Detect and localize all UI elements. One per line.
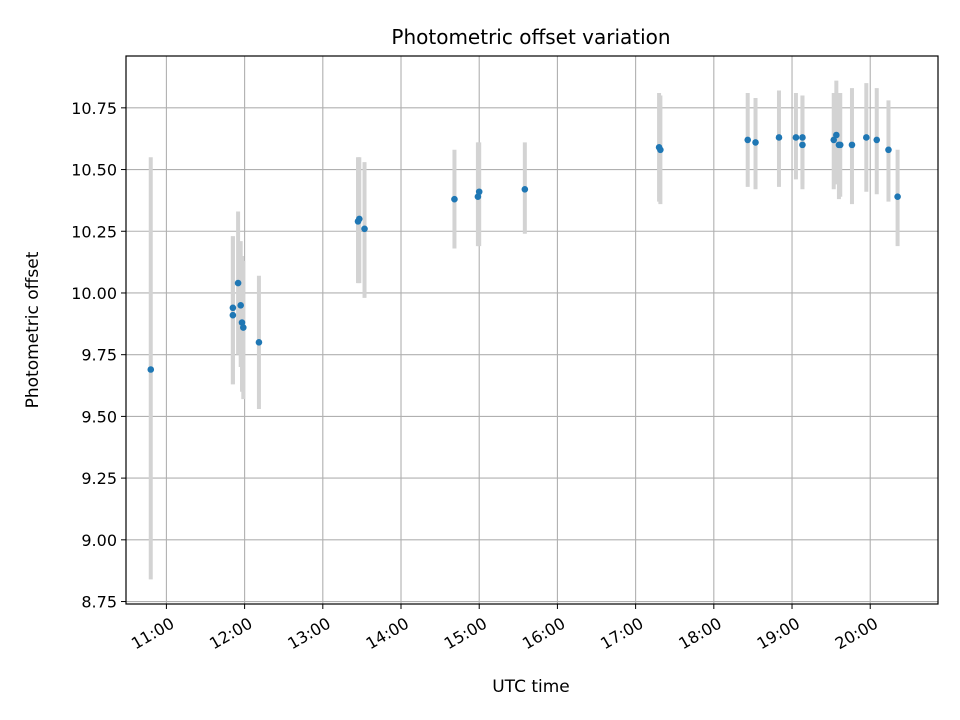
y-axis-label: Photometric offset xyxy=(23,251,43,408)
data-point xyxy=(848,141,856,149)
data-point xyxy=(475,188,483,196)
chart-title: Photometric offset variation xyxy=(391,25,670,49)
data-point xyxy=(799,134,806,141)
y-tick-label: 10.00 xyxy=(71,284,117,303)
data-point xyxy=(873,136,881,144)
y-tick-label: 9.25 xyxy=(81,469,117,488)
data-point xyxy=(657,146,664,154)
data-point xyxy=(238,319,246,326)
data-point xyxy=(894,193,901,201)
x-axis-label: UTC time xyxy=(492,677,570,697)
data-point xyxy=(240,324,247,331)
y-tick-label: 9.75 xyxy=(81,346,117,365)
data-point xyxy=(885,146,892,154)
data-point xyxy=(237,302,244,309)
y-tick-label: 10.50 xyxy=(71,161,117,180)
data-point xyxy=(234,279,242,287)
data-point xyxy=(863,134,870,141)
data-point xyxy=(451,195,458,203)
y-tick-label: 9.50 xyxy=(81,407,117,426)
data-point xyxy=(356,215,363,223)
data-point xyxy=(521,185,529,193)
data-point xyxy=(792,134,800,141)
plot-frame xyxy=(125,55,939,605)
data-point xyxy=(775,134,783,141)
data-point xyxy=(229,311,237,319)
data-point xyxy=(752,139,759,146)
y-axis-ticks: 8.75 9.00 9.25 9.50 9.75 10.00 10.25 10.50 10.75 xyxy=(71,99,126,612)
y-tick-label: 10.25 xyxy=(71,222,117,241)
y-tick-label: 9.00 xyxy=(81,531,117,550)
data-point xyxy=(147,366,155,373)
data-point xyxy=(836,141,844,149)
data-point xyxy=(830,136,838,144)
y-tick-label: 10.75 xyxy=(71,99,117,118)
data-point xyxy=(799,141,806,149)
data-point xyxy=(474,193,482,201)
data-point xyxy=(255,339,263,346)
data-point xyxy=(833,131,840,139)
data-point xyxy=(744,136,752,144)
y-tick-label: 8.75 xyxy=(81,593,117,612)
data-point xyxy=(361,225,368,233)
data-points xyxy=(147,131,901,373)
data-point xyxy=(229,304,237,312)
